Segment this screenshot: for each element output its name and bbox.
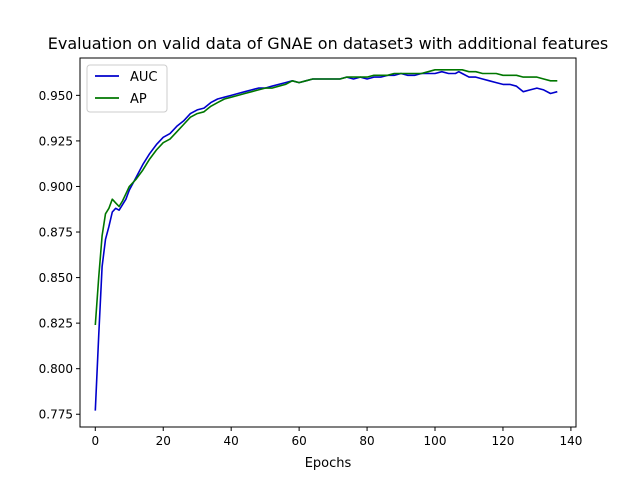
y-tick-label: 0.900 (39, 180, 73, 194)
series-line-ap (94, 69, 558, 326)
x-tick-label: 20 (156, 434, 171, 448)
x-tick-label: 80 (359, 434, 374, 448)
plot-frame (79, 57, 577, 428)
y-tick-label: 0.775 (39, 408, 73, 422)
y-tick-label: 0.800 (39, 362, 73, 376)
x-tick-label: 140 (559, 434, 582, 448)
y-axis: 0.775 0.800 0.825 0.850 0.875 0.900 0.925 0.950 (39, 89, 80, 422)
x-tick-label: 60 (291, 434, 306, 448)
legend-label-auc: AUC (130, 70, 158, 85)
plot-lines (94, 69, 558, 411)
y-tick-label: 0.925 (39, 134, 73, 148)
x-tick-label: 100 (424, 434, 447, 448)
x-tick-label: 40 (224, 434, 239, 448)
x-tick-label: 0 (91, 434, 99, 448)
y-tick-label: 0.825 (39, 317, 73, 331)
legend: AUC AP (86, 64, 168, 113)
x-axis-label: Epochs (305, 456, 352, 471)
y-tick-label: 0.875 (39, 226, 73, 240)
chart-title: Evaluation on valid data of GNAE on data… (48, 34, 609, 53)
y-tick-label: 0.950 (39, 89, 73, 103)
x-tick-label: 120 (492, 434, 515, 448)
y-tick-label: 0.850 (39, 271, 73, 285)
x-axis: 0 20 40 60 80 100 120 140 (91, 427, 582, 448)
legend-label-ap: AP (130, 92, 147, 107)
